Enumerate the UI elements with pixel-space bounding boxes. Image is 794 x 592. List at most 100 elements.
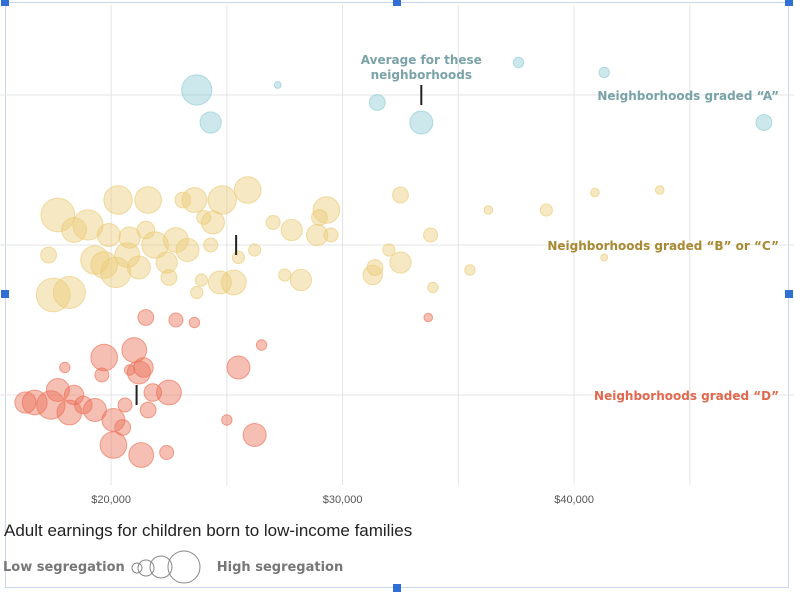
- data-point: [231, 250, 246, 265]
- data-point: [94, 367, 110, 383]
- data-point: [389, 251, 412, 274]
- resize-handle-top[interactable]: [393, 0, 401, 6]
- data-point: [248, 243, 262, 257]
- legend-circle-1: [131, 562, 143, 574]
- legend-low-label: Low segregation: [3, 559, 125, 575]
- data-point: [21, 389, 48, 416]
- data-point: [14, 391, 37, 414]
- data-point: [207, 270, 232, 295]
- legend-circle-4: [167, 550, 201, 584]
- x-tick-label: $20,000: [91, 494, 131, 506]
- data-point: [423, 227, 439, 243]
- data-point: [278, 268, 292, 282]
- data-point: [392, 186, 409, 204]
- data-point: [483, 205, 494, 215]
- data-point: [255, 339, 268, 351]
- data-point: [40, 197, 76, 233]
- data-point: [539, 203, 553, 217]
- legend-high-label: High segregation: [216, 559, 344, 575]
- data-point: [409, 110, 434, 135]
- scatter-chart: $20,000 $30,000 $40,000 Neighborhoods grade…: [0, 5, 794, 506]
- data-point: [128, 442, 155, 468]
- data-point: [312, 196, 341, 224]
- data-point: [221, 414, 233, 426]
- labels: $20,000 $30,000 $40,000 Neighborhoods grade…: [91, 53, 779, 506]
- data-point: [323, 227, 339, 243]
- data-point: [464, 264, 476, 276]
- data-point: [265, 215, 281, 230]
- data-point: [134, 186, 162, 214]
- data-point: [366, 259, 384, 276]
- data-point: [423, 312, 434, 323]
- data-point: [273, 81, 282, 89]
- data-point: [155, 251, 178, 274]
- data-point: [126, 255, 151, 280]
- data-point: [600, 253, 609, 262]
- resize-handle-top-left[interactable]: [1, 0, 9, 6]
- data-point: [40, 246, 58, 264]
- data-point: [196, 210, 212, 225]
- data-point: [36, 390, 66, 420]
- data-point: [103, 185, 133, 215]
- data-point: [175, 238, 200, 262]
- grid: [0, 5, 794, 485]
- data-point: [99, 431, 128, 459]
- data-point: [137, 309, 155, 326]
- data-point: [82, 398, 107, 422]
- data-point: [100, 256, 132, 289]
- legend-circle-3: [149, 555, 173, 579]
- data-point: [311, 209, 328, 226]
- resize-handle-right[interactable]: [785, 290, 793, 298]
- data-point: [181, 187, 208, 213]
- legend-circle-2: [137, 559, 155, 577]
- series-label: Neighborhoods graded “A”: [597, 89, 779, 103]
- data-point: [207, 185, 237, 215]
- legend-size-circles: [131, 550, 201, 584]
- data-point: [382, 243, 396, 257]
- data-point: [168, 312, 184, 328]
- legend: Low segregation High segregation: [3, 549, 343, 585]
- x-tick-label: $30,000: [323, 494, 363, 506]
- data-point: [755, 114, 773, 131]
- data-point: [139, 401, 157, 419]
- data-point: [598, 66, 610, 79]
- data-point: [45, 378, 70, 402]
- data-points: [14, 56, 773, 468]
- data-point: [136, 220, 156, 240]
- data-point: [96, 223, 121, 247]
- data-point: [590, 187, 600, 198]
- data-point: [190, 285, 204, 300]
- average-annotation: neighborhoods: [371, 68, 472, 82]
- data-point: [280, 218, 303, 242]
- data-point: [226, 355, 251, 380]
- resize-handle-bottom[interactable]: [393, 584, 401, 592]
- data-point: [368, 94, 386, 111]
- data-point: [114, 419, 132, 436]
- data-point: [427, 281, 439, 294]
- data-point: [174, 191, 192, 209]
- data-point: [306, 223, 329, 247]
- data-point: [118, 226, 141, 249]
- resize-handle-top-right[interactable]: [785, 0, 793, 6]
- data-point: [199, 111, 222, 134]
- data-point: [52, 276, 86, 309]
- data-point: [220, 269, 247, 296]
- average-markers: [135, 85, 423, 405]
- resize-handle-left[interactable]: [1, 290, 9, 298]
- data-point: [133, 357, 154, 378]
- x-tick-label: $40,000: [554, 494, 594, 506]
- data-point: [141, 231, 169, 259]
- average-annotation: Average for these: [361, 53, 482, 67]
- series-label: Neighborhoods graded “B” or “C”: [547, 239, 779, 253]
- data-point: [289, 268, 313, 292]
- data-point: [59, 361, 71, 374]
- data-point: [203, 237, 219, 253]
- data-point: [117, 397, 133, 413]
- data-point: [56, 399, 83, 426]
- data-point: [126, 360, 151, 385]
- data-point: [188, 316, 201, 329]
- data-point: [233, 176, 262, 204]
- data-point: [160, 269, 178, 286]
- data-point: [242, 423, 267, 447]
- data-point: [654, 185, 665, 195]
